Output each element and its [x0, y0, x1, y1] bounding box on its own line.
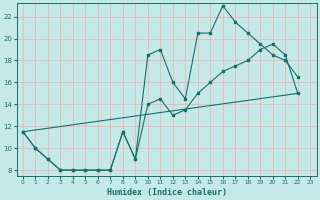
X-axis label: Humidex (Indice chaleur): Humidex (Indice chaleur): [107, 188, 227, 197]
